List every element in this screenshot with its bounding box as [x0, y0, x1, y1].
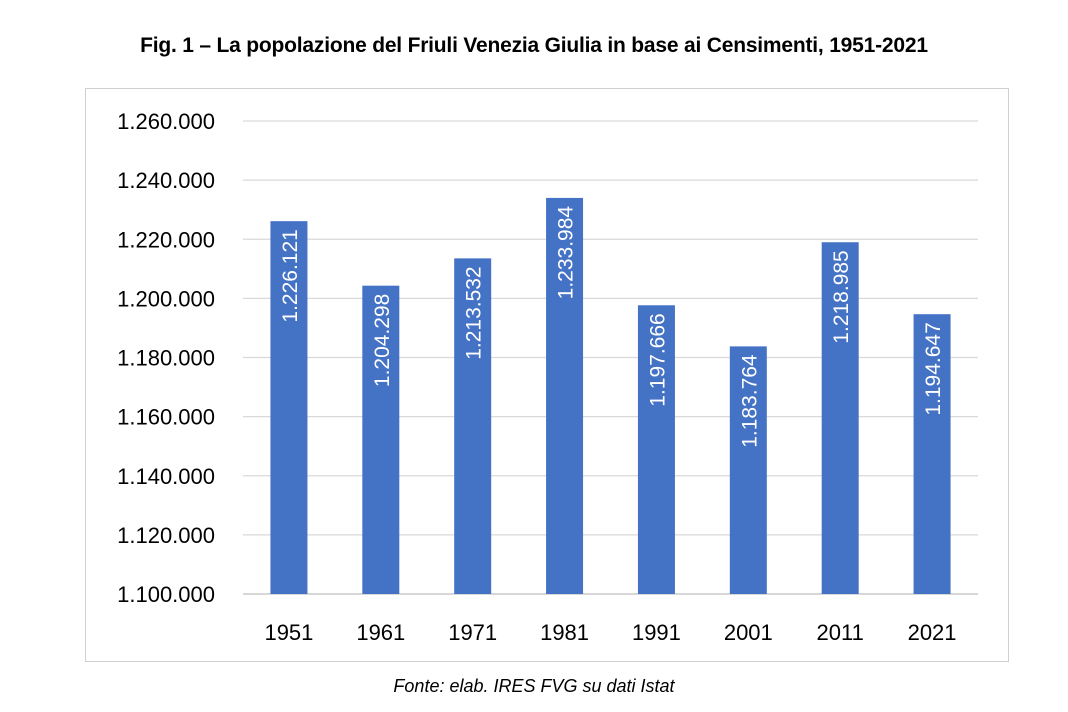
x-tick-label: 2021 — [908, 620, 957, 645]
data-label: 1.197.666 — [646, 313, 669, 406]
x-tick-label: 1991 — [632, 620, 681, 645]
x-tick-label: 2001 — [724, 620, 773, 645]
y-tick-label: 1.220.000 — [117, 227, 215, 252]
x-tick-label: 2011 — [817, 620, 864, 645]
y-tick-label: 1.200.000 — [117, 286, 215, 311]
data-label: 1.183.764 — [738, 354, 761, 448]
data-label: 1.213.532 — [463, 266, 486, 359]
x-tick-label: 1981 — [540, 620, 589, 645]
y-tick-label: 1.180.000 — [117, 346, 215, 371]
data-label: 1.204.298 — [371, 294, 394, 387]
chart-frame — [85, 88, 1009, 662]
data-label: 1.226.121 — [279, 229, 302, 322]
data-label: 1.233.984 — [555, 206, 578, 300]
bar — [454, 258, 492, 594]
y-tick-label: 1.120.000 — [117, 523, 215, 548]
chart-title: Fig. 1 – La popolazione del Friuli Venez… — [140, 34, 928, 57]
bar — [637, 305, 675, 594]
source-note: Fonte: elab. IRES FVG su dati Istat — [393, 676, 675, 696]
bar — [729, 346, 767, 594]
bar — [546, 197, 584, 595]
y-tick-label: 1.100.000 — [117, 582, 215, 607]
bar — [821, 242, 859, 594]
y-tick-label: 1.240.000 — [117, 168, 215, 193]
y-tick-label: 1.140.000 — [117, 464, 215, 489]
data-label: 1.218.985 — [830, 250, 853, 343]
x-tick-label: 1961 — [356, 620, 405, 645]
x-tick-label: 1951 — [264, 620, 313, 645]
bar — [913, 314, 951, 594]
y-tick-label: 1.260.000 — [117, 109, 215, 134]
y-tick-label: 1.160.000 — [117, 405, 215, 430]
data-label: 1.194.647 — [922, 322, 945, 415]
bar — [270, 221, 308, 595]
x-tick-label: 1971 — [448, 620, 497, 645]
bar — [362, 285, 400, 594]
